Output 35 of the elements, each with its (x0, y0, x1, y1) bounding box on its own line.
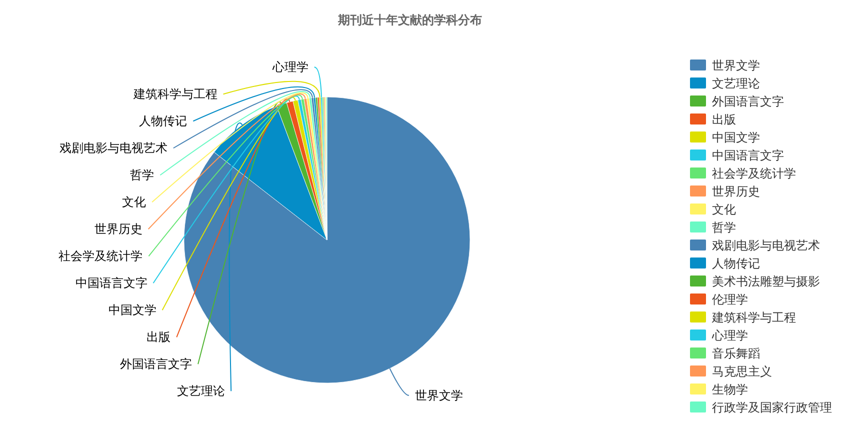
slice-label: 人物传记 (139, 114, 188, 128)
legend-label: 中国语言文字 (712, 148, 784, 162)
legend-label: 中国文学 (712, 130, 760, 144)
title: 期刊近十年文献的学科分布 (338, 13, 482, 27)
legend-label: 伦理学 (712, 292, 748, 306)
legend-label: 美术书法雕塑与摄影 (712, 274, 820, 288)
legend-label: 社会学及统计学 (712, 166, 796, 180)
slice-label: 哲学 (130, 168, 154, 182)
legend-label: 建筑科学与工程 (712, 310, 796, 324)
legend-label: 音乐舞蹈 (712, 346, 760, 360)
slice-label: 出版 (146, 330, 171, 344)
legend-label: 哲学 (712, 220, 736, 234)
legend-label: 世界文学 (712, 58, 760, 72)
legend-label: 出版 (712, 112, 736, 126)
legend-label: 生物学 (712, 382, 748, 396)
slice-label: 建筑科学与工程 (133, 87, 218, 102)
legend-label: 文艺理论 (712, 76, 760, 90)
slice-label: 外国语言文字 (120, 357, 192, 372)
slice-label: 心理学 (272, 60, 308, 74)
legend-label: 戏剧电影与电视艺术 (712, 238, 820, 252)
legend-label: 人物传记 (712, 256, 760, 270)
legend-label: 行政学及国家行政管理 (712, 400, 832, 414)
slice-label: 中国文学 (108, 303, 156, 318)
legend-label: 文化 (712, 202, 736, 216)
slice-label: 戏剧电影与电视艺术 (59, 141, 168, 156)
legend-label: 世界历史 (712, 184, 760, 198)
slice-label: 社会学及统计学 (58, 249, 143, 264)
slice-label: 中国语言文字 (75, 276, 148, 290)
slice-label: 文艺理论 (177, 384, 226, 398)
slice-label: 世界历史 (94, 222, 142, 236)
legend-label: 心理学 (712, 328, 748, 342)
legend-label: 马克思主义 (712, 364, 772, 378)
legend-label: 外国语言文字 (712, 94, 784, 108)
slice-label: 文化 (122, 195, 146, 210)
slice-label: 世界文学 (414, 388, 463, 402)
